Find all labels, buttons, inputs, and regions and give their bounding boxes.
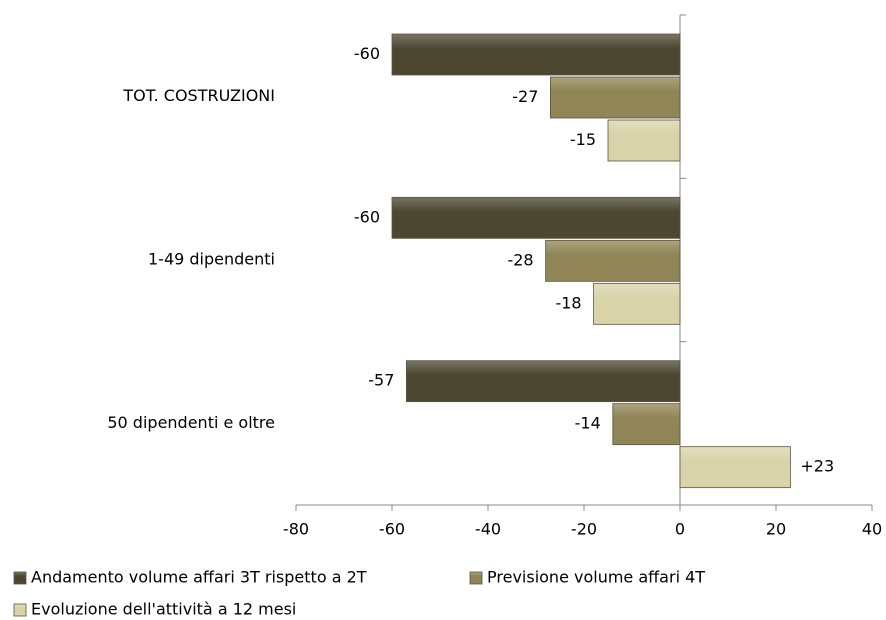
x-tick-label: -20 xyxy=(571,520,597,539)
value-label: -60 xyxy=(354,44,380,63)
x-tick-label: 0 xyxy=(675,520,685,539)
y-tick-label: TOT. COSTRUZIONI xyxy=(122,86,275,105)
legend-label: Previsione volume affari 4T xyxy=(487,568,705,587)
legend-label: Evoluzione dell'attività a 12 mesi xyxy=(31,600,296,619)
value-label: -57 xyxy=(368,371,394,390)
value-label: -14 xyxy=(575,414,601,433)
bar xyxy=(405,360,681,403)
value-label: -60 xyxy=(354,207,380,226)
bar xyxy=(612,403,681,446)
value-label: +23 xyxy=(800,457,834,476)
bar xyxy=(593,282,681,325)
bar xyxy=(391,33,681,76)
legend-marker xyxy=(469,571,483,585)
legend-label: Andamento volume affari 3T rispetto a 2T xyxy=(31,568,367,587)
value-label: -18 xyxy=(555,293,581,312)
x-tick-label: -40 xyxy=(475,520,501,539)
legend-marker xyxy=(13,571,27,585)
bar xyxy=(391,196,681,239)
bar xyxy=(679,446,791,489)
x-tick-label: -80 xyxy=(283,520,309,539)
x-tick-label: -60 xyxy=(379,520,405,539)
value-label: -28 xyxy=(507,250,533,269)
bar xyxy=(550,76,681,119)
x-tick-label: 40 xyxy=(862,520,882,539)
value-label: -15 xyxy=(570,130,596,149)
x-tick-label: 20 xyxy=(766,520,786,539)
legend-marker xyxy=(13,603,27,617)
y-tick-label: 1-49 dipendenti xyxy=(148,250,275,269)
bar xyxy=(607,119,681,162)
bar xyxy=(545,239,681,282)
y-tick-label: 50 dipendenti e oltre xyxy=(107,413,275,432)
value-label: -27 xyxy=(512,87,538,106)
